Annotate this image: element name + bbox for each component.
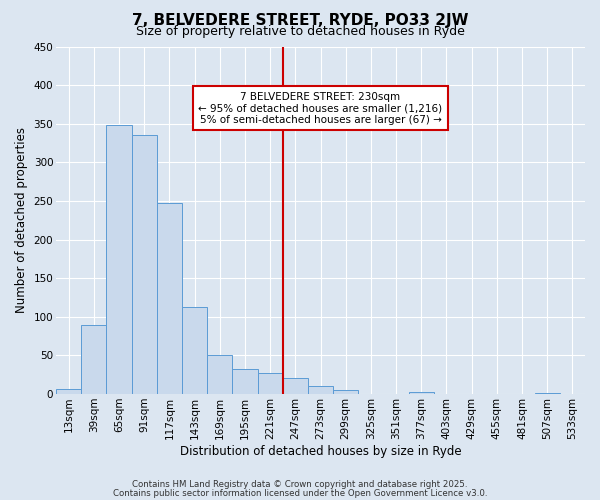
Bar xyxy=(409,392,434,394)
Bar xyxy=(257,373,283,394)
Text: Contains HM Land Registry data © Crown copyright and database right 2025.: Contains HM Land Registry data © Crown c… xyxy=(132,480,468,489)
Bar xyxy=(81,326,106,394)
Bar xyxy=(157,204,182,394)
Text: 7, BELVEDERE STREET, RYDE, PO33 2JW: 7, BELVEDERE STREET, RYDE, PO33 2JW xyxy=(132,12,468,28)
Bar xyxy=(182,307,207,394)
Text: Contains public sector information licensed under the Open Government Licence v3: Contains public sector information licen… xyxy=(113,489,487,498)
Bar xyxy=(283,378,308,394)
Y-axis label: Number of detached properties: Number of detached properties xyxy=(15,128,28,314)
X-axis label: Distribution of detached houses by size in Ryde: Distribution of detached houses by size … xyxy=(180,444,461,458)
Bar xyxy=(333,390,358,394)
Text: 7 BELVEDERE STREET: 230sqm
← 95% of detached houses are smaller (1,216)
5% of se: 7 BELVEDERE STREET: 230sqm ← 95% of deta… xyxy=(199,92,443,125)
Bar xyxy=(232,370,257,394)
Bar xyxy=(56,388,81,394)
Bar xyxy=(207,356,232,394)
Bar xyxy=(131,136,157,394)
Bar xyxy=(308,386,333,394)
Bar xyxy=(106,124,131,394)
Text: Size of property relative to detached houses in Ryde: Size of property relative to detached ho… xyxy=(136,25,464,38)
